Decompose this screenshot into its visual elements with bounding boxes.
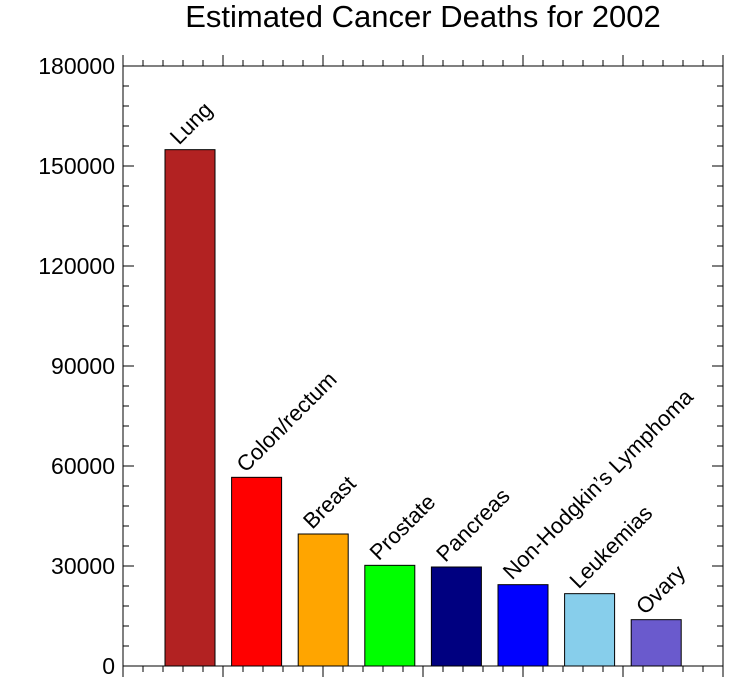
bar-pancreas bbox=[430, 566, 482, 667]
bar-ovary bbox=[630, 619, 682, 667]
bar-colon-rectum bbox=[231, 476, 283, 667]
bar-label: Colon/rectum bbox=[231, 367, 341, 477]
bar-prostate bbox=[364, 564, 416, 667]
bar-breast bbox=[297, 533, 349, 667]
axis-ticks bbox=[122, 55, 724, 677]
y-tick-label: 60000 bbox=[51, 453, 115, 479]
chart-title: Estimated Cancer Deaths for 2002 bbox=[185, 0, 661, 34]
bar-non-hodgkin-s-lymphoma bbox=[497, 584, 549, 667]
bar-leukemias bbox=[564, 593, 616, 667]
bar-label: Breast bbox=[298, 471, 361, 534]
y-axis-tick-labels: 0 30000 60000 90000 120000 150000 180000 bbox=[38, 53, 115, 677]
bar-label: Lung bbox=[165, 97, 217, 149]
y-tick-label: 30000 bbox=[51, 553, 115, 579]
y-tick-label: 0 bbox=[102, 653, 115, 677]
bar-label: Ovary bbox=[631, 560, 690, 619]
y-tick-label: 150000 bbox=[38, 153, 115, 179]
bars bbox=[164, 149, 682, 667]
bar-lung bbox=[164, 149, 216, 667]
bar-label: Prostate bbox=[365, 489, 441, 565]
y-tick-label: 180000 bbox=[38, 53, 115, 79]
y-tick-label: 120000 bbox=[38, 253, 115, 279]
bar-label: Pancreas bbox=[431, 483, 514, 566]
y-tick-label: 90000 bbox=[51, 353, 115, 379]
